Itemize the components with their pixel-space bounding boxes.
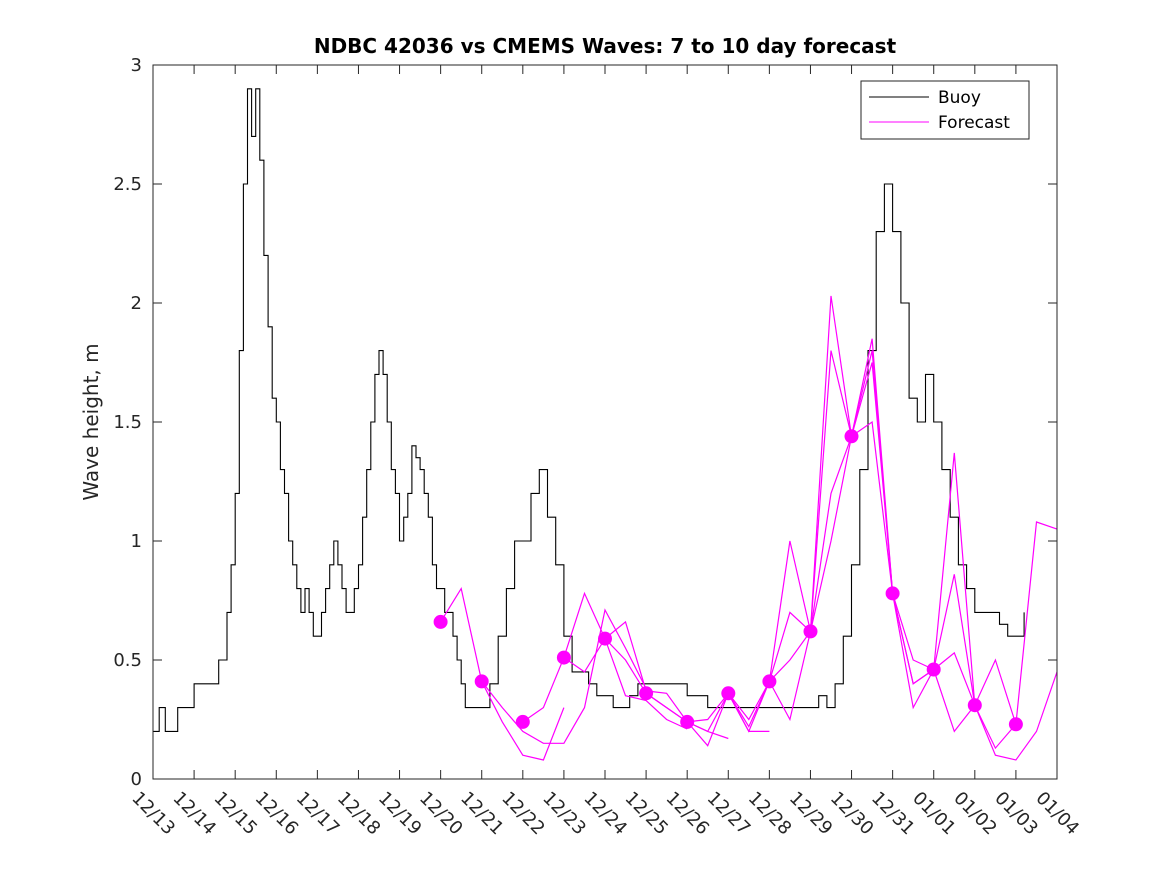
forecast-line [481,608,647,744]
chart-title: NDBC 42036 vs CMEMS Waves: 7 to 10 day f… [314,34,897,58]
forecast-line [933,651,1058,761]
forecast-marker [515,714,530,729]
legend: Buoy Forecast [860,80,1030,140]
y-tick-label: 2.5 [113,174,142,195]
legend-buoy-label: Buoy [938,88,981,108]
forecast-marker [556,650,571,665]
forecast-marker [474,674,489,689]
y-tick-label: 1 [131,531,142,552]
plot-area [153,65,1057,779]
legend-box [860,80,1030,140]
y-tick-label: 1.5 [113,412,142,433]
forecast-marker [639,686,654,701]
forecast-marker [926,662,941,677]
forecast-marker [721,686,736,701]
buoy-series [153,88,1025,732]
y-tick-label: 2 [131,293,142,314]
forecast-marker [885,586,900,601]
plot-frame [152,64,1058,780]
y-tick-label: 3 [131,55,142,76]
forecast-marker [1008,717,1023,732]
forecast-marker [844,429,859,444]
y-axis-label: Wave height, m [79,343,103,500]
forecast-marker [598,631,612,646]
buoy-line [153,88,1025,732]
forecast-marker [433,614,448,629]
forecast-line [440,587,565,761]
y-tick-label: 0.5 [113,650,142,671]
forecast-marker [803,624,818,639]
y-tick-label: 0 [131,769,142,790]
legend-forecast-label: Forecast [938,113,1010,133]
forecast-markers [433,429,1023,732]
forecast-marker [967,698,982,713]
forecast-marker [762,674,777,689]
forecast-marker [680,714,695,729]
